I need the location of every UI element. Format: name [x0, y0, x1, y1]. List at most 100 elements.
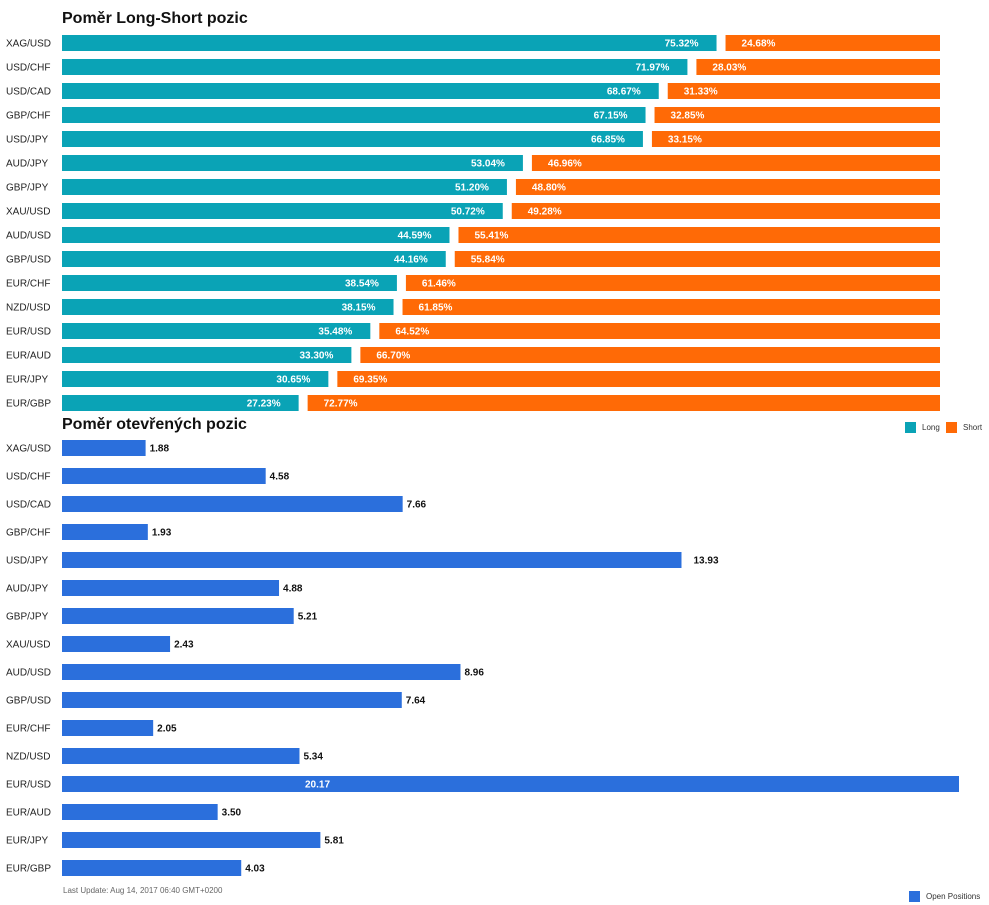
open-positions-value-label: 5.34: [303, 752, 323, 763]
op-category-label: EUR/CHF: [6, 724, 50, 735]
open-positions-value-label: 4.58: [270, 472, 290, 483]
op-category-label: XAU/USD: [6, 640, 50, 651]
ls-category-label: AUD/JPY: [6, 159, 49, 170]
ls-category-label: EUR/CHF: [6, 279, 50, 290]
short-bar: [454, 251, 940, 267]
op-category-label: EUR/AUD: [6, 808, 51, 819]
short-bar: [725, 35, 940, 51]
legend-long: Long: [905, 422, 940, 433]
long-value-label: 44.59%: [398, 231, 432, 242]
long-bar: [62, 179, 507, 195]
long-bar: [62, 299, 394, 315]
ls-category-label: USD/JPY: [6, 135, 49, 146]
long-value-label: 30.65%: [276, 375, 310, 386]
short-bar: [402, 299, 940, 315]
short-bar: [531, 155, 940, 171]
open-positions-bar: [62, 776, 959, 792]
long-value-label: 50.72%: [451, 207, 485, 218]
short-value-label: 49.28%: [528, 207, 562, 218]
long-bar: [62, 251, 446, 267]
op-category-label: USD/CAD: [6, 500, 51, 511]
open-positions-value-label: 2.43: [174, 640, 194, 651]
long-short-chart-title: Poměr Long-Short pozic: [62, 10, 248, 27]
short-bar: [515, 179, 940, 195]
open-positions-value-label: 5.81: [324, 836, 344, 847]
open-positions-value-label: 1.88: [150, 444, 170, 455]
long-bar: [62, 347, 352, 363]
short-value-label: 69.35%: [353, 375, 387, 386]
open-positions-bar: [62, 524, 148, 540]
open-positions-value-label: 7.66: [407, 500, 427, 511]
open-positions-bar: [62, 608, 294, 624]
ls-category-label: EUR/JPY: [6, 375, 49, 386]
ls-category-label: EUR/USD: [6, 327, 51, 338]
short-value-label: 28.03%: [712, 63, 746, 74]
open-positions-bar: [62, 748, 300, 764]
long-bar: [62, 155, 523, 171]
open-positions-value-label: 4.03: [245, 864, 265, 875]
short-value-label: 55.41%: [474, 231, 508, 242]
long-bar: [62, 83, 659, 99]
op-category-label: USD/CHF: [6, 472, 50, 483]
short-bar: [360, 347, 940, 363]
short-bar: [696, 59, 940, 75]
open-positions-bar: [62, 636, 171, 652]
ls-category-label: GBP/USD: [6, 255, 51, 266]
long-value-label: 27.23%: [247, 399, 281, 410]
long-value-label: 75.32%: [665, 39, 699, 50]
long-value-label: 68.67%: [607, 87, 641, 98]
open-positions-value-label: 4.88: [283, 584, 303, 595]
open-positions-bar: [62, 860, 242, 876]
legend-open-positions-label: Open Positions: [926, 892, 981, 901]
open-positions-bar: [62, 440, 146, 456]
long-bar: [62, 59, 688, 75]
short-bar: [654, 107, 940, 123]
op-category-label: NZD/USD: [6, 752, 50, 763]
short-value-label: 61.85%: [419, 303, 453, 314]
short-value-label: 32.85%: [671, 111, 705, 122]
long-value-label: 71.97%: [635, 63, 669, 74]
legend-open-positions-swatch: [909, 891, 920, 902]
long-value-label: 38.54%: [345, 279, 379, 290]
legend-short: Short: [946, 422, 982, 433]
short-bar: [458, 227, 940, 243]
long-bar: [62, 131, 643, 147]
long-value-label: 35.48%: [318, 327, 352, 338]
open-positions-value-label: 2.05: [157, 724, 177, 735]
open-positions-value-label: 1.93: [152, 528, 172, 539]
short-value-label: 46.96%: [548, 159, 582, 170]
open-positions-value-label: 5.21: [298, 612, 318, 623]
op-category-label: EUR/USD: [6, 780, 51, 791]
op-category-label: AUD/JPY: [6, 584, 49, 595]
long-bar: [62, 203, 503, 219]
ls-category-label: EUR/GBP: [6, 399, 51, 410]
short-value-label: 33.15%: [668, 135, 702, 146]
open-positions-bar: [62, 804, 218, 820]
open-positions-value-label: 3.50: [222, 808, 242, 819]
open-positions-bar: [62, 664, 461, 680]
long-bar: [62, 323, 371, 339]
short-value-label: 72.77%: [324, 399, 358, 410]
short-value-label: 61.46%: [422, 279, 456, 290]
legend-open-positions: Open Positions: [909, 891, 980, 902]
op-category-label: EUR/JPY: [6, 836, 49, 847]
op-category-label: AUD/USD: [6, 668, 51, 679]
op-category-label: GBP/CHF: [6, 528, 50, 539]
last-update-text: Last Update: Aug 14, 2017 06:40 GMT+0200: [63, 886, 223, 895]
short-bar: [337, 371, 940, 387]
ls-category-label: XAU/USD: [6, 207, 50, 218]
long-bar: [62, 35, 717, 51]
long-value-label: 33.30%: [299, 351, 333, 362]
op-category-label: GBP/JPY: [6, 612, 49, 623]
op-category-label: GBP/USD: [6, 696, 51, 707]
op-category-label: EUR/GBP: [6, 864, 51, 875]
ls-category-label: USD/CHF: [6, 63, 50, 74]
ls-category-label: NZD/USD: [6, 303, 50, 314]
long-value-label: 66.85%: [591, 135, 625, 146]
long-value-label: 67.15%: [594, 111, 628, 122]
short-bar: [379, 323, 941, 339]
open-positions-bar: [62, 580, 280, 596]
op-category-label: USD/JPY: [6, 556, 49, 567]
long-bar: [62, 107, 646, 123]
